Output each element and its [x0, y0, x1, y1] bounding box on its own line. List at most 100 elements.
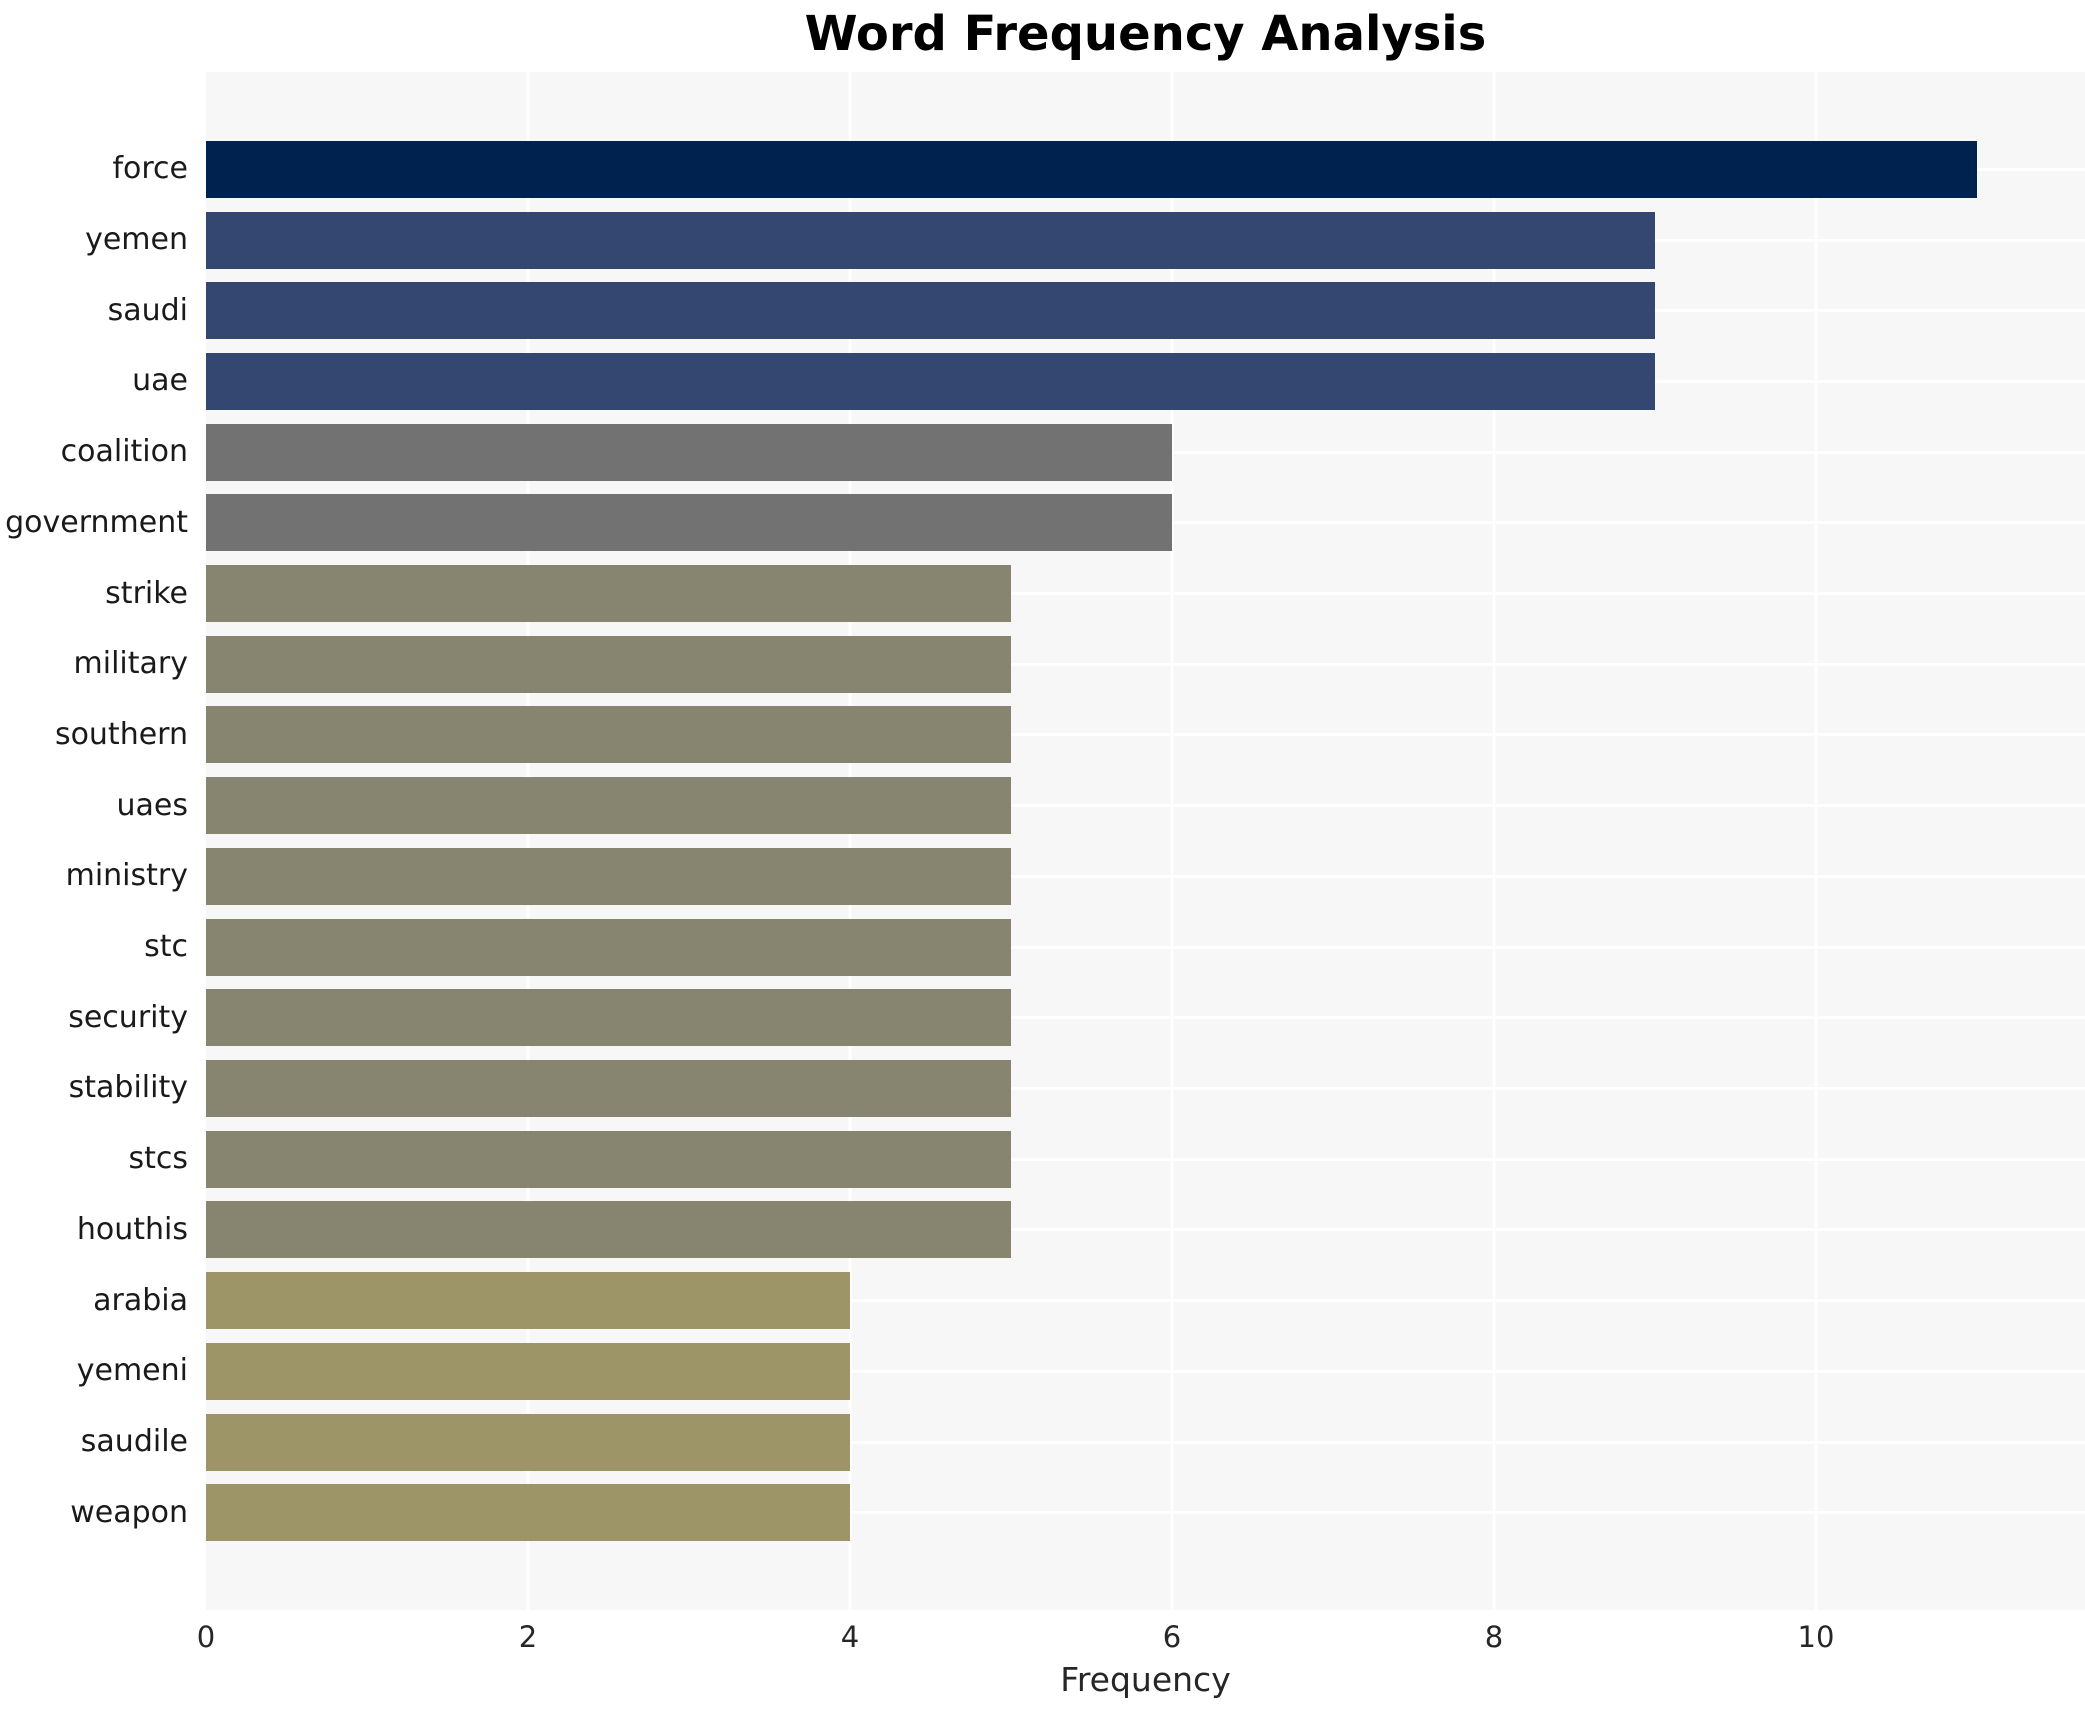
category-label: weapon [70, 1494, 188, 1530]
bar-row: ministry [0, 841, 2085, 912]
frequency-bar [206, 1201, 1012, 1259]
bar-row: southern [0, 700, 2085, 771]
vertical-gridline [1814, 72, 1818, 1610]
row-plot-area [206, 1124, 2085, 1195]
bar-row: yemeni [0, 1336, 2085, 1407]
x-tick-label: 2 [518, 1620, 538, 1654]
row-plot-area [206, 912, 2085, 983]
category-label: southern [54, 716, 188, 752]
bar-row: saudile [0, 1407, 2085, 1478]
frequency-bar [206, 1272, 851, 1330]
row-plot-area [206, 700, 2085, 771]
bar-row: weapon [0, 1477, 2085, 1548]
vertical-gridline [1170, 72, 1174, 1610]
category-label: saudi [107, 292, 188, 328]
frequency-bar [206, 352, 1656, 410]
bar-row: uae [0, 346, 2085, 417]
horizontal-gridline [206, 1369, 2085, 1373]
bar-row: military [0, 629, 2085, 700]
x-tick-label: 4 [840, 1620, 860, 1654]
row-plot-area [206, 134, 2085, 205]
frequency-bar [206, 989, 1012, 1047]
row-plot-area [206, 982, 2085, 1053]
bar-row: stc [0, 912, 2085, 983]
row-plot-area [206, 770, 2085, 841]
x-axis: 0 2 4 6 8 10 [0, 1620, 2085, 1660]
category-label: stcs [128, 1141, 188, 1177]
horizontal-gridline [206, 1228, 2085, 1232]
row-plot-area [206, 488, 2085, 559]
bar-row: force [0, 134, 2085, 205]
row-plot-area [206, 1053, 2085, 1124]
horizontal-gridline [206, 1157, 2085, 1161]
category-label: yemeni [76, 1353, 188, 1389]
category-label: stc [144, 929, 188, 965]
category-label: ministry [65, 858, 188, 894]
horizontal-gridline [206, 1440, 2085, 1444]
bar-row: government [0, 488, 2085, 559]
x-axis-label: Frequency [1060, 1660, 1231, 1699]
category-label: uaes [116, 787, 188, 823]
bar-row: coalition [0, 417, 2085, 488]
bar-row: security [0, 982, 2085, 1053]
frequency-bar [206, 1342, 851, 1400]
frequency-bar [206, 777, 1012, 835]
row-plot-area [206, 1407, 2085, 1478]
row-plot-area [206, 1336, 2085, 1407]
horizontal-gridline [206, 1511, 2085, 1515]
vertical-gridline [848, 72, 852, 1610]
horizontal-gridline [206, 1299, 2085, 1303]
horizontal-gridline [206, 1016, 2085, 1020]
frequency-bar [206, 1413, 851, 1471]
row-plot-area [206, 841, 2085, 912]
chart-title: Word Frequency Analysis [804, 6, 1487, 62]
bar-rows: force yemen saudi uae coalition government str… [0, 134, 2085, 1548]
horizontal-gridline [206, 945, 2085, 949]
bar-row: strike [0, 558, 2085, 629]
vertical-gridline [526, 72, 530, 1610]
category-label: government [5, 504, 188, 540]
category-label: arabia [93, 1282, 188, 1318]
x-tick-label: 10 [1797, 1620, 1835, 1654]
frequency-bar [206, 1484, 851, 1542]
horizontal-gridline [206, 1086, 2085, 1090]
frequency-bar [206, 140, 1978, 198]
row-plot-area [206, 417, 2085, 488]
frequency-bar [206, 423, 1173, 481]
frequency-bar [206, 706, 1012, 764]
horizontal-gridline [206, 592, 2085, 596]
frequency-bar [206, 1130, 1012, 1188]
row-plot-area [206, 1265, 2085, 1336]
row-plot-area [206, 346, 2085, 417]
category-label: military [73, 646, 188, 682]
row-plot-area [206, 1477, 2085, 1548]
horizontal-gridline [206, 733, 2085, 737]
row-plot-area [206, 1195, 2085, 1266]
row-plot-area [206, 275, 2085, 346]
category-label: strike [105, 575, 188, 611]
horizontal-gridline [206, 662, 2085, 666]
x-tick-label: 0 [196, 1620, 216, 1654]
bar-row: arabia [0, 1265, 2085, 1336]
bar-row: stcs [0, 1124, 2085, 1195]
frequency-bar [206, 847, 1012, 905]
frequency-bar [206, 211, 1656, 269]
bar-row: uaes [0, 770, 2085, 841]
bar-row: houthis [0, 1195, 2085, 1266]
bar-row: yemen [0, 205, 2085, 276]
frequency-bar [206, 494, 1173, 552]
row-plot-area [206, 558, 2085, 629]
frequency-bar [206, 635, 1012, 693]
frequency-bar [206, 282, 1656, 340]
x-tick-label: 8 [1484, 1620, 1504, 1654]
bar-row: saudi [0, 275, 2085, 346]
row-plot-area [206, 629, 2085, 700]
vertical-gridline [1492, 72, 1496, 1610]
category-label: houthis [76, 1211, 188, 1247]
category-label: stability [68, 1070, 188, 1106]
row-plot-area [206, 205, 2085, 276]
frequency-bar [206, 565, 1012, 623]
frequency-bar [206, 1059, 1012, 1117]
category-label: yemen [85, 222, 188, 258]
